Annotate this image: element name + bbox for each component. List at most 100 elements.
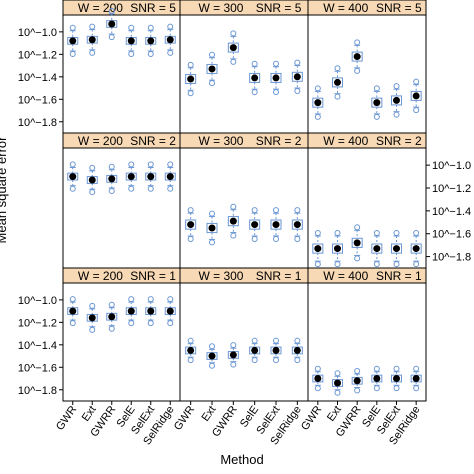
outlier-point: [251, 236, 258, 242]
outlier-point: [273, 337, 279, 344]
box-Ext: [332, 230, 343, 268]
outlier-point: [69, 185, 76, 192]
outlier-point: [209, 343, 215, 350]
strip-snr-label: SNR = 5: [256, 1, 302, 15]
box-iqr: [249, 72, 261, 83]
box-GWRR: [351, 368, 363, 394]
strip-w-label: W = 300: [198, 1, 243, 15]
outlier-point: [393, 230, 400, 236]
box-SelRidge: [164, 296, 176, 327]
median-dot: [334, 379, 341, 387]
panel-frame: [307, 14, 427, 134]
box-Ext: [86, 23, 98, 56]
outlier-point: [69, 320, 76, 327]
panel-1: W = 300 SNR = 5: [179, 0, 309, 134]
outlier-point: [314, 230, 321, 236]
outlier-point: [128, 185, 135, 192]
median-dot: [353, 239, 361, 247]
y-tick-label: 10^−1.8: [18, 385, 57, 397]
panel-frame: [179, 282, 309, 402]
median-dot: [187, 221, 195, 229]
box-Ext: [86, 164, 98, 196]
median-dot: [127, 173, 135, 181]
box-iqr: [291, 71, 303, 82]
y-tick-label: 10^−1.6: [18, 94, 57, 106]
outlier-point: [354, 224, 361, 231]
outlier-point: [167, 49, 174, 56]
strip-w-label: W = 400: [323, 134, 368, 148]
panel-2: W = 400 SNR = 5: [307, 0, 427, 134]
box-iqr: [291, 219, 303, 230]
outlier-point: [230, 342, 237, 349]
y-tick: 10^−1.4: [426, 206, 471, 218]
x-tick-label: GWR: [172, 404, 197, 433]
median-dot: [229, 44, 237, 52]
median-dot: [393, 245, 400, 253]
outlier-point: [354, 387, 361, 394]
median-dot: [373, 245, 381, 253]
outlier-point: [209, 239, 215, 246]
panel-5: W = 400 SNR = 2: [307, 132, 427, 269]
outlier-point: [230, 232, 237, 239]
outlier-point: [147, 24, 154, 31]
outlier-point: [69, 24, 76, 31]
outlier-point: [273, 60, 279, 67]
box-iqr: [332, 77, 343, 88]
panel-frame: [307, 282, 427, 402]
median-dot: [373, 99, 381, 107]
y-tick: 10^−1.0: [426, 160, 471, 172]
outlier-point: [167, 320, 174, 327]
box-SelRidge: [410, 230, 422, 268]
median-dot: [412, 375, 420, 383]
y-tick: 10^−1.4: [18, 340, 63, 352]
outlier-point: [373, 113, 380, 120]
outlier-point: [108, 301, 115, 308]
box-SelExt: [270, 207, 282, 242]
box-iqr: [227, 216, 239, 227]
y-tick: 10^−1.8: [426, 252, 471, 264]
box-iqr: [206, 222, 218, 234]
median-dot: [229, 351, 237, 359]
panel-frame: [62, 147, 181, 269]
y-tick: 10^−1.6: [18, 94, 63, 106]
strip-w-label: W = 300: [198, 134, 243, 148]
outlier-point: [128, 320, 135, 327]
box-SelE: [125, 24, 137, 57]
outlier-point: [354, 67, 361, 74]
strip-snr-label: SNR = 5: [130, 1, 176, 15]
median-dot: [69, 173, 77, 181]
box-GWRR: [106, 163, 118, 194]
y-axis-title: Mean square error: [0, 136, 9, 244]
box-SelRidge: [410, 78, 422, 114]
median-dot: [272, 74, 280, 82]
box-iqr: [227, 42, 239, 53]
strip-w-label: W = 200: [78, 1, 123, 15]
y-tick-label: 10^−1.6: [432, 229, 471, 241]
box-iqr: [371, 243, 383, 254]
x-axis-title: Method: [220, 452, 263, 467]
box-GWR: [67, 24, 79, 57]
median-dot: [293, 73, 301, 81]
outlier-point: [294, 59, 301, 66]
y-tick-label: 10^−1.4: [18, 72, 57, 84]
median-dot: [208, 224, 216, 232]
x-tick: Ext: [200, 401, 218, 424]
box-SelE: [125, 296, 137, 327]
x-tick: GWRR: [334, 401, 364, 439]
box-iqr: [410, 90, 422, 101]
box-Ext: [86, 302, 98, 333]
y-tick-label: 10^−1.8: [432, 252, 471, 264]
box-Ext: [332, 65, 343, 100]
median-dot: [187, 346, 195, 354]
outlier-point: [373, 365, 380, 372]
outlier-point: [314, 85, 321, 92]
outlier-point: [393, 365, 400, 372]
outlier-point: [251, 337, 258, 344]
median-dot: [293, 221, 301, 229]
median-dot: [412, 92, 420, 100]
outlier-point: [354, 255, 361, 262]
outlier-point: [89, 164, 96, 171]
median-dot: [88, 176, 96, 184]
outlier-point: [108, 325, 115, 332]
box-iqr: [371, 97, 383, 108]
